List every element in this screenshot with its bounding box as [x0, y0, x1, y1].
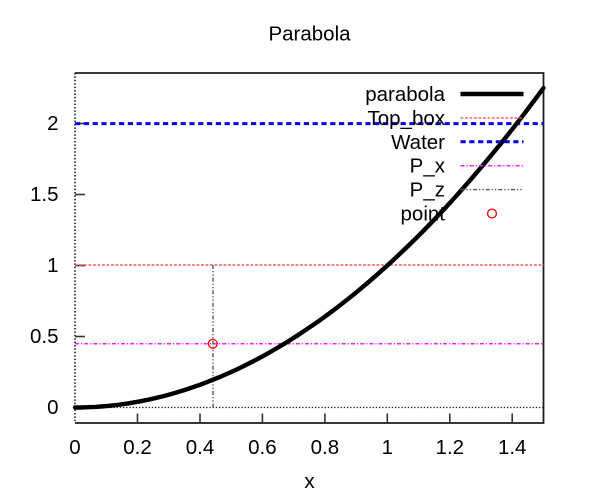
svg-text:Top_box: Top_box — [367, 107, 445, 130]
svg-text:0: 0 — [69, 436, 80, 459]
svg-text:0.5: 0.5 — [30, 325, 59, 348]
svg-text:0.8: 0.8 — [311, 436, 340, 459]
svg-text:Parabola: Parabola — [268, 23, 351, 46]
svg-text:0.2: 0.2 — [123, 436, 152, 459]
svg-text:Water: Water — [391, 131, 445, 154]
svg-text:1.4: 1.4 — [498, 436, 527, 459]
svg-text:1: 1 — [47, 254, 58, 277]
svg-text:P_z: P_z — [410, 179, 445, 202]
svg-text:x: x — [304, 470, 315, 493]
svg-text:parabola: parabola — [365, 83, 445, 106]
svg-text:point: point — [401, 203, 446, 226]
svg-text:1: 1 — [382, 436, 393, 459]
svg-text:2: 2 — [47, 112, 58, 135]
svg-text:1.5: 1.5 — [30, 183, 59, 206]
svg-text:0: 0 — [47, 396, 58, 419]
svg-text:P_x: P_x — [410, 155, 446, 178]
svg-text:0.4: 0.4 — [186, 436, 215, 459]
svg-text:1.2: 1.2 — [436, 436, 465, 459]
svg-text:0.6: 0.6 — [248, 436, 277, 459]
